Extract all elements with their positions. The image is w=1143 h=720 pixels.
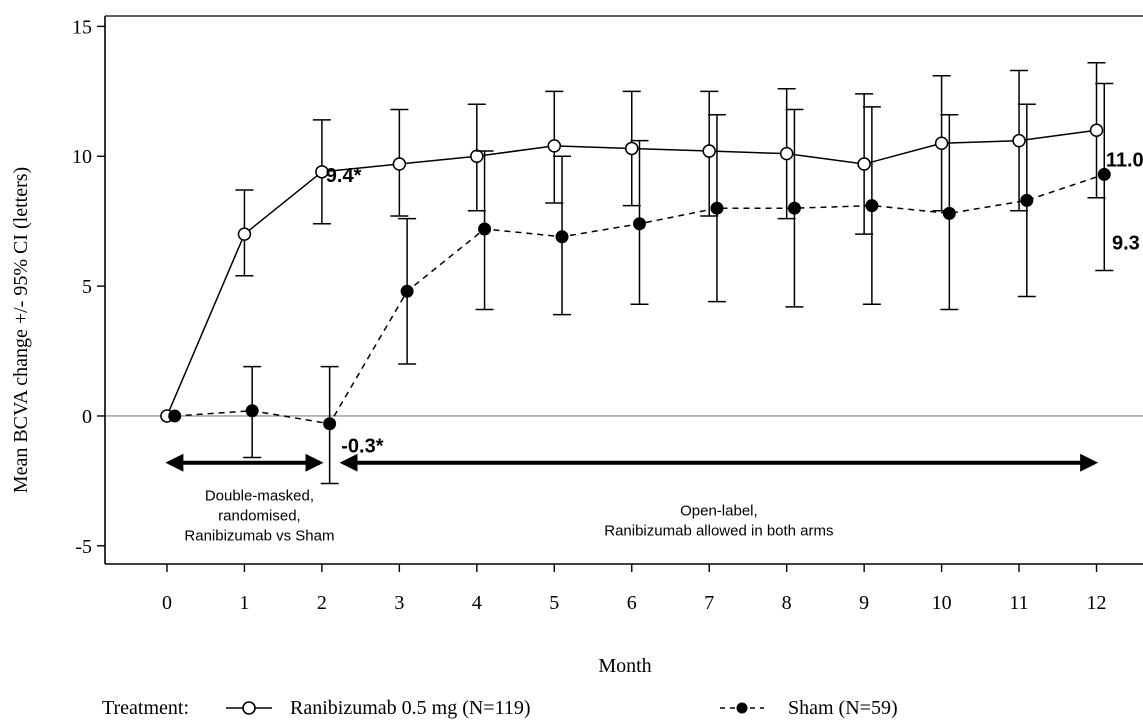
x-tick-label: 10 bbox=[932, 592, 952, 614]
y-axis-label: Mean BCVA change +/- 95% CI (letters) bbox=[10, 167, 32, 493]
x-tick-label: 4 bbox=[472, 592, 482, 614]
data-point bbox=[787, 201, 801, 215]
data-point bbox=[934, 136, 949, 151]
value-annotation: 9.3 bbox=[1112, 233, 1140, 255]
x-tick-label: 1 bbox=[239, 592, 249, 614]
x-tick-label: 3 bbox=[394, 592, 404, 614]
x-tick-label: 2 bbox=[317, 592, 327, 614]
data-point bbox=[245, 404, 259, 418]
y-tick-label: 5 bbox=[82, 276, 92, 298]
x-tick-label: 0 bbox=[162, 592, 172, 614]
data-point bbox=[392, 157, 407, 171]
data-point bbox=[942, 206, 956, 220]
value-annotation: 9.4* bbox=[326, 165, 362, 187]
legend-ranibizumab-label: Ranibizumab 0.5 mg (N=119) bbox=[290, 697, 531, 719]
data-point bbox=[702, 144, 716, 158]
double-masked-period: Double-masked, randomised, Ranibizumab vs … bbox=[165, 453, 334, 545]
data-point bbox=[470, 149, 484, 163]
data-point bbox=[168, 409, 182, 423]
x-tick-label: 9 bbox=[859, 592, 869, 614]
value-annotation: 11.0 bbox=[1106, 150, 1143, 172]
x-tick-label: 12 bbox=[1087, 592, 1107, 614]
open-label-period: Open-label, Ranibizumab allowed in both a… bbox=[339, 453, 1099, 540]
x-tick-label: 11 bbox=[1009, 592, 1028, 614]
y-tick-label: 15 bbox=[72, 16, 92, 38]
data-point bbox=[323, 417, 337, 431]
data-point bbox=[632, 217, 646, 231]
data-point bbox=[478, 222, 492, 236]
period-label-line: Ranibizumab allowed in both arms bbox=[604, 523, 833, 540]
period-label-line: Open-label, bbox=[680, 503, 758, 520]
value-annotation: -0.3* bbox=[341, 435, 383, 457]
x-axis-label: Month bbox=[598, 655, 651, 677]
x-tick-label: 8 bbox=[782, 592, 792, 614]
data-point bbox=[1089, 123, 1104, 138]
x-tick-label: 6 bbox=[627, 592, 637, 614]
data-point bbox=[779, 146, 794, 161]
data-point bbox=[315, 165, 329, 179]
data-point bbox=[237, 227, 252, 241]
series-sham bbox=[168, 82, 1114, 485]
annotation-layer: 9.4* -0.3* 11.0 9.3 Double-masked, randomised… bbox=[165, 150, 1143, 545]
legend-title: Treatment: bbox=[102, 697, 189, 719]
data-point bbox=[1012, 133, 1026, 148]
legend-ranibizumab-symbol bbox=[226, 701, 272, 715]
data-point bbox=[1097, 167, 1111, 181]
x-tick-label: 7 bbox=[704, 592, 714, 614]
y-tick-label: 0 bbox=[82, 406, 92, 428]
data-point bbox=[624, 141, 639, 156]
legend-sham-label: Sham (N=59) bbox=[788, 697, 898, 719]
x-tick-label: 5 bbox=[549, 592, 559, 614]
data-point bbox=[555, 230, 569, 244]
data-point bbox=[1020, 193, 1034, 207]
legend: Treatment: Ranibizumab 0.5 mg (N=119) Sh… bbox=[102, 697, 898, 719]
y-tick-label: -5 bbox=[75, 536, 92, 558]
data-point bbox=[865, 199, 879, 213]
legend-sham-symbol bbox=[720, 702, 764, 714]
data-point bbox=[547, 139, 562, 153]
series-ranibizumab bbox=[160, 61, 1106, 423]
series-layer bbox=[160, 61, 1114, 485]
data-point bbox=[857, 157, 871, 171]
data-point bbox=[710, 201, 724, 215]
data-point bbox=[400, 284, 414, 298]
period-label-line: Double-masked, bbox=[205, 488, 314, 505]
period-label-line: randomised, bbox=[218, 508, 301, 525]
period-label-line: Ranibizumab vs Sham bbox=[184, 528, 334, 545]
y-tick-label: 10 bbox=[72, 146, 92, 168]
